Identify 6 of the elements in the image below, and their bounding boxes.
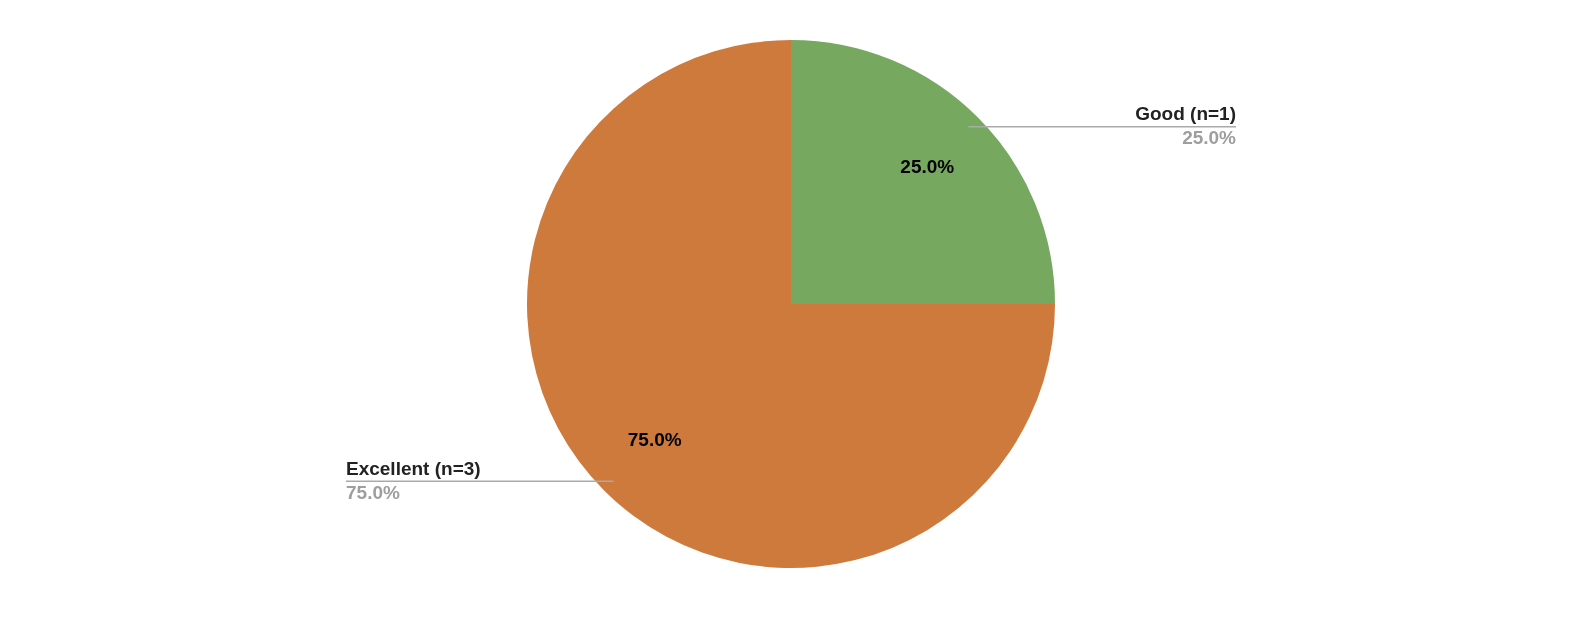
data-label: 25.0%	[900, 155, 955, 177]
data-label: 75.0%	[627, 428, 682, 450]
text: 75.0%	[346, 482, 400, 504]
text: 25.0%	[1182, 127, 1236, 149]
slice-label: Good (n=1)	[1135, 103, 1236, 125]
slice-label: Excellent (n=3)	[346, 458, 481, 480]
